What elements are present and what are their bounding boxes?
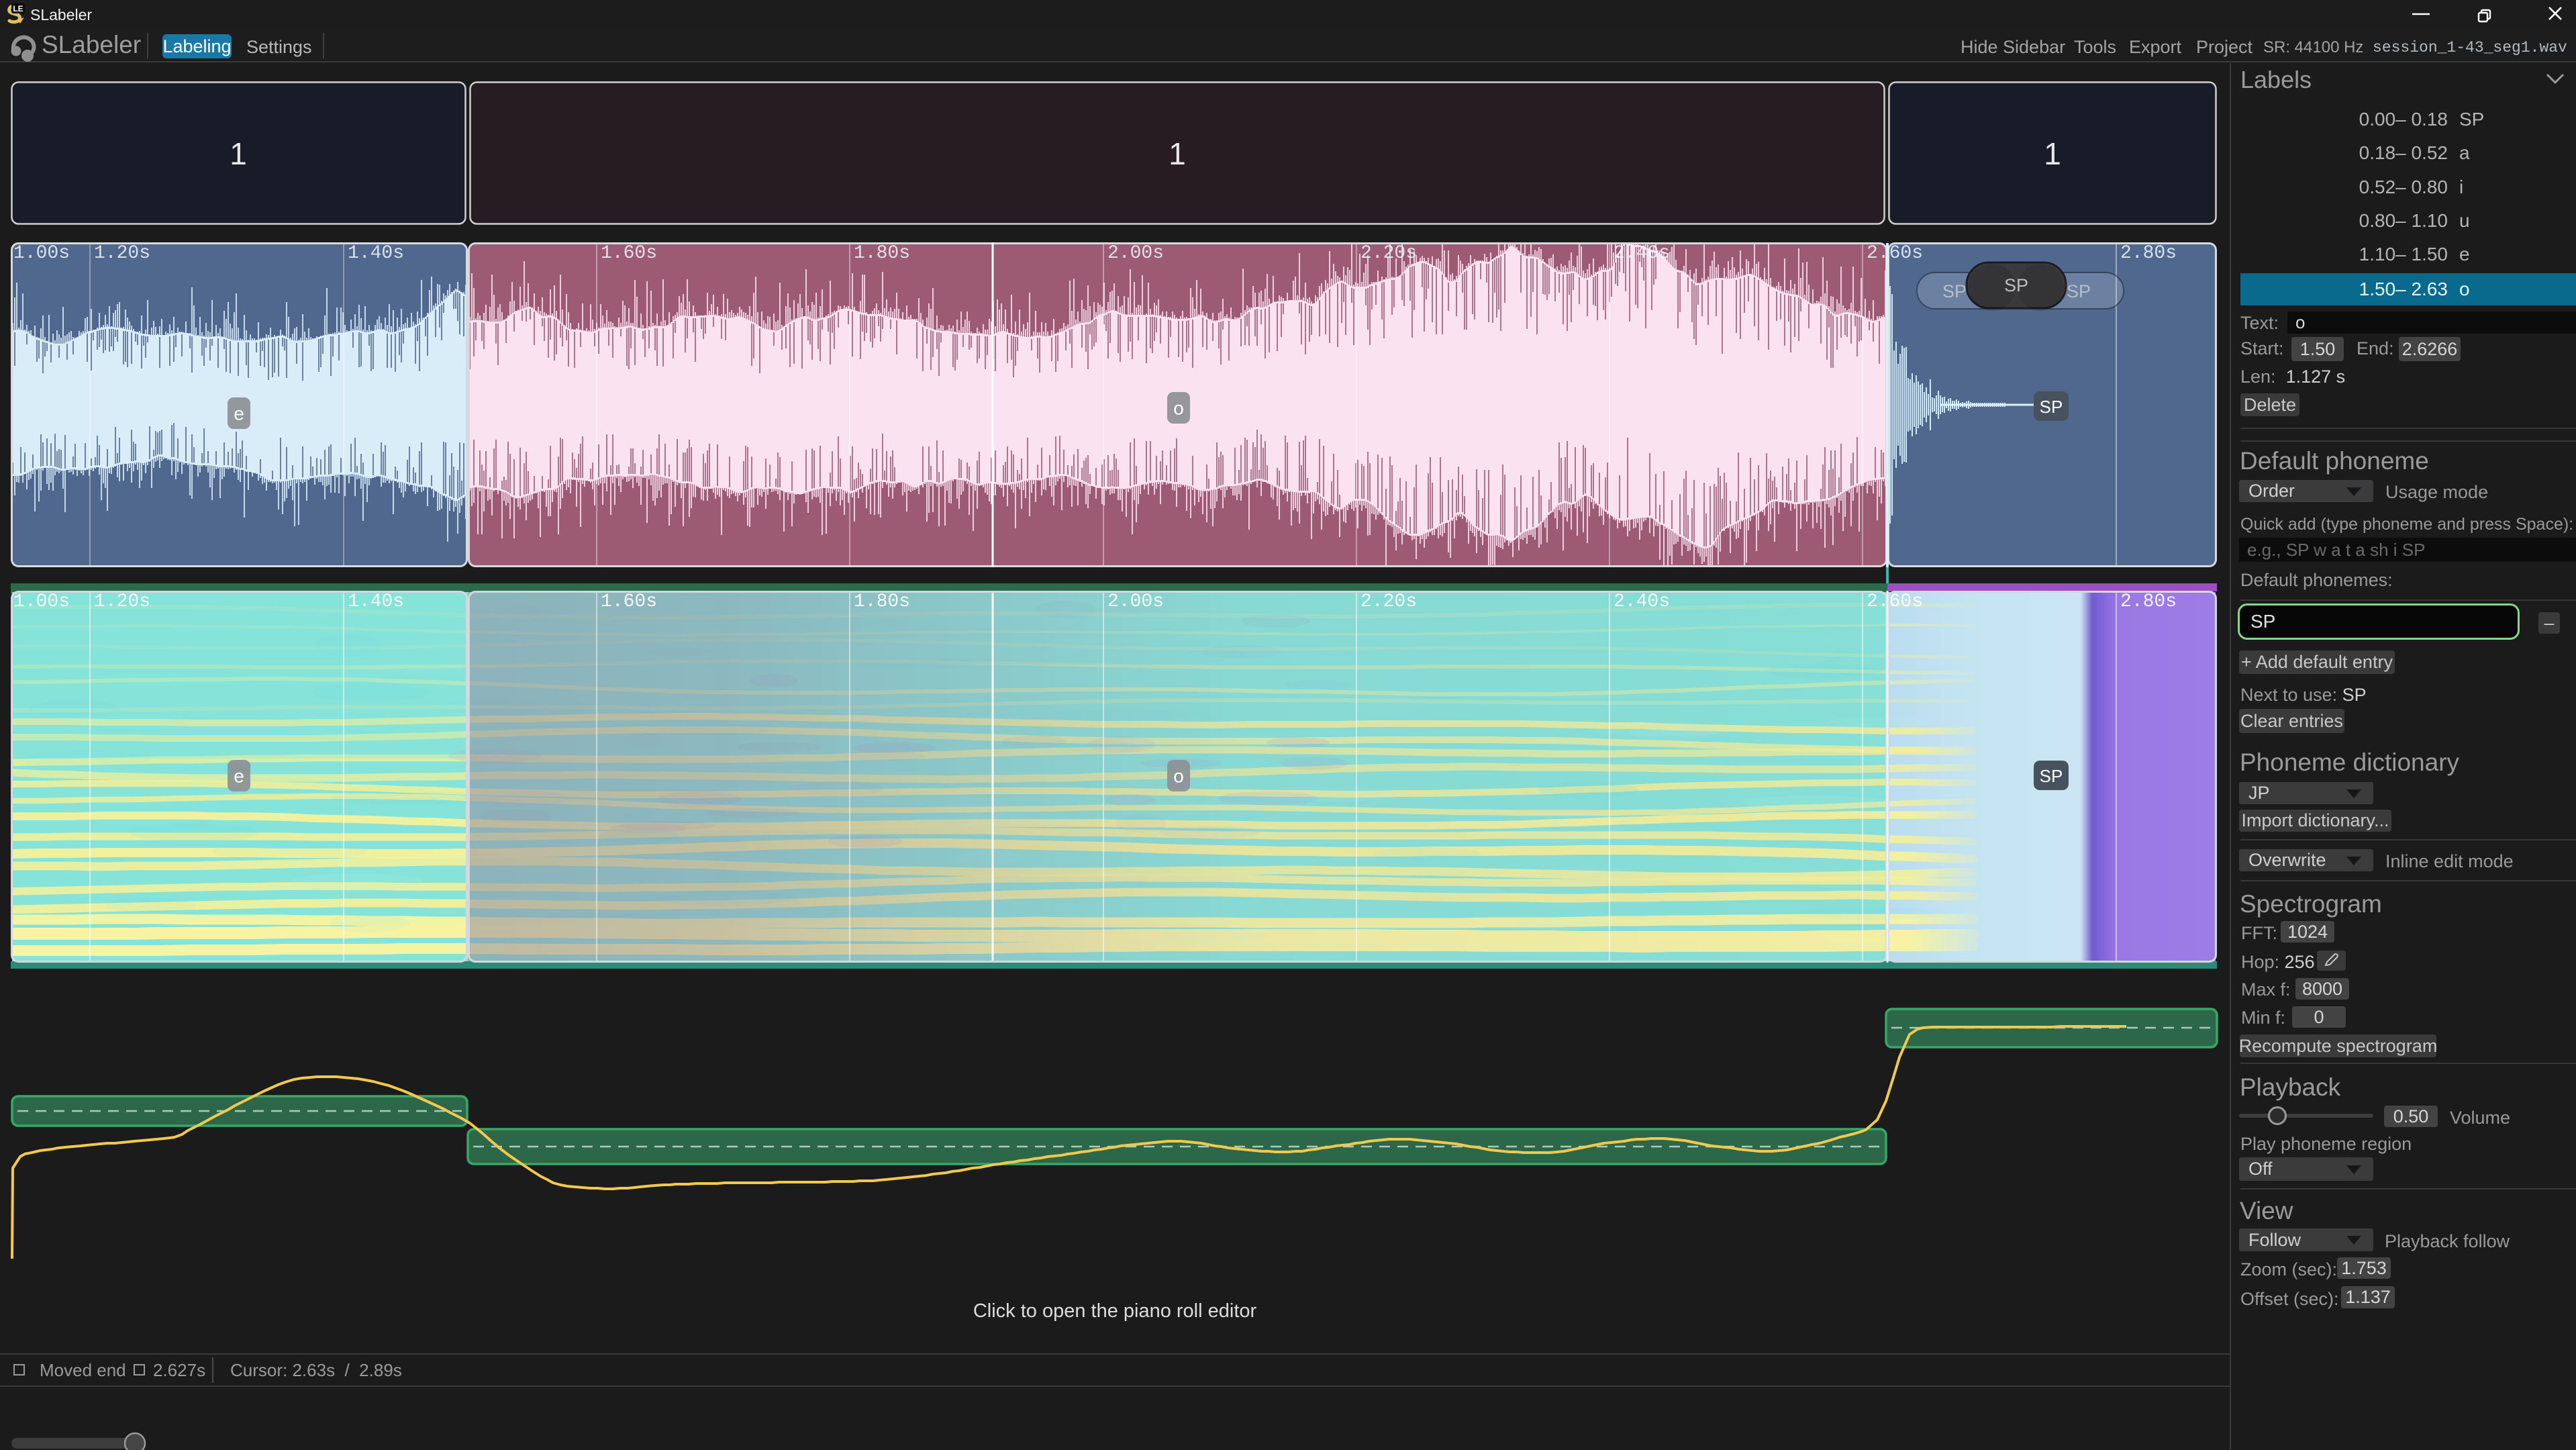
svg-text:SP: SP bbox=[2004, 275, 2028, 295]
svg-text:1.40s: 1.40s bbox=[348, 591, 404, 612]
svg-text:1.00s: 1.00s bbox=[13, 243, 70, 264]
svg-text:2.00s: 2.00s bbox=[1107, 591, 1164, 612]
svg-text:2.40s: 2.40s bbox=[1614, 591, 1670, 612]
svg-text:e: e bbox=[234, 403, 244, 424]
svg-text:Moved end: Moved end bbox=[40, 1360, 126, 1380]
svg-text:2.20s: 2.20s bbox=[1360, 243, 1417, 264]
svg-text:2.40s: 2.40s bbox=[1614, 243, 1670, 264]
svg-text:1.60s: 1.60s bbox=[601, 243, 657, 264]
svg-text:Click to open the piano roll e: Click to open the piano roll editor bbox=[973, 1300, 1257, 1322]
svg-text:1: 1 bbox=[1169, 136, 1186, 171]
svg-text:SP: SP bbox=[2040, 766, 2063, 786]
svg-text:2.80s: 2.80s bbox=[2120, 243, 2177, 264]
svg-text:2.627s: 2.627s bbox=[153, 1360, 205, 1380]
svg-text:1.80s: 1.80s bbox=[854, 591, 910, 612]
svg-text:2.00s: 2.00s bbox=[1107, 243, 1164, 264]
svg-text:1.20s: 1.20s bbox=[94, 591, 150, 612]
svg-text:1: 1 bbox=[230, 136, 247, 171]
svg-text:SP: SP bbox=[2040, 397, 2063, 417]
svg-text:2.60s: 2.60s bbox=[1867, 243, 1923, 264]
svg-text:LE: LE bbox=[13, 4, 23, 13]
svg-text:o: o bbox=[1173, 398, 1184, 419]
svg-text:2.60s: 2.60s bbox=[1867, 591, 1923, 612]
svg-text:o: o bbox=[1173, 766, 1184, 787]
svg-text:1.20s: 1.20s bbox=[94, 243, 150, 264]
svg-text:1.60s: 1.60s bbox=[601, 591, 657, 612]
svg-text:1: 1 bbox=[2044, 136, 2061, 171]
svg-text:1.00s: 1.00s bbox=[13, 591, 70, 612]
svg-text:Cursor: 2.63s / 2.89s: Cursor: 2.63s / 2.89s bbox=[230, 1360, 402, 1380]
svg-text:e: e bbox=[234, 766, 244, 787]
svg-text:SP: SP bbox=[2067, 281, 2091, 301]
svg-text:2.20s: 2.20s bbox=[1360, 591, 1417, 612]
svg-text:1.40s: 1.40s bbox=[348, 243, 404, 264]
svg-text:2.80s: 2.80s bbox=[2120, 591, 2177, 612]
svg-text:1.80s: 1.80s bbox=[854, 243, 910, 264]
svg-text:SP: SP bbox=[1942, 281, 1967, 301]
